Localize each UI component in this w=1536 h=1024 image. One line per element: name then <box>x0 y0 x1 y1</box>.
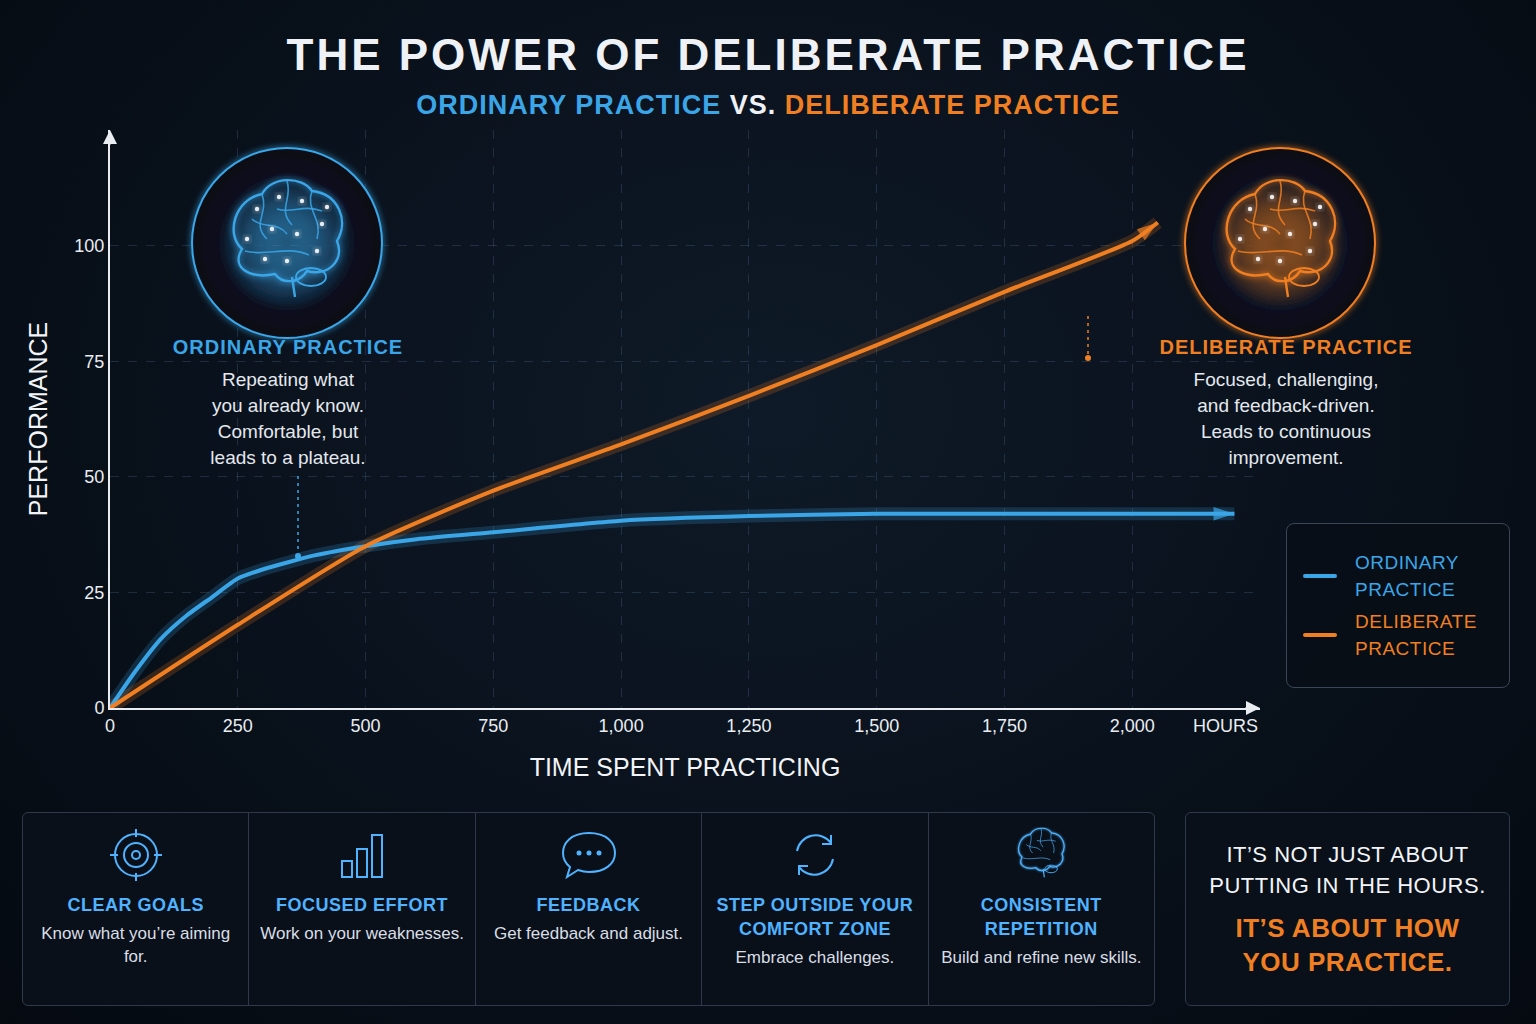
html-text:leads to a plateau.: leads to a plateau. <box>210 447 366 468</box>
html-text:IT’S NOT JUST ABOUT PUTTING IN: IT’S NOT JUST ABOUT PUTTING IN THE HOURS… <box>1209 842 1486 898</box>
svg-text:25: 25 <box>84 583 104 603</box>
html-text:Get feedback and adjust.: Get feedback and adjust. <box>494 924 683 943</box>
html-text:Leads to continuous: Leads to continuous <box>1201 421 1371 442</box>
svg-text:0: 0 <box>105 716 115 736</box>
svg-text:250: 250 <box>223 716 253 736</box>
html-text:ORDINARY PRACTICE VS. DELIBERA: ORDINARY PRACTICE VS. DELIBERATE PRACTIC… <box>416 90 1120 120</box>
svg-text:2,000: 2,000 <box>1110 716 1155 736</box>
html-text:Comfortable, but: Comfortable, but <box>217 421 359 442</box>
svg-text:50: 50 <box>84 467 104 487</box>
svg-text:1,750: 1,750 <box>982 716 1027 736</box>
svg-text:750: 750 <box>478 716 508 736</box>
svg-text:500: 500 <box>351 716 381 736</box>
svg-text:1,000: 1,000 <box>599 716 644 736</box>
svg-text:0: 0 <box>94 698 104 718</box>
html-text:Build and refine new skills.: Build and refine new skills. <box>941 948 1142 967</box>
html-text:STEP OUTSIDE YOUR COMFORT ZONE: STEP OUTSIDE YOUR COMFORT ZONE <box>716 895 914 939</box>
svg-text:100: 100 <box>74 236 104 256</box>
svg-text:1,250: 1,250 <box>726 716 771 736</box>
html-text:CONSISTENT REPETITION: CONSISTENT REPETITION <box>980 895 1102 939</box>
svg-text:75: 75 <box>84 352 104 372</box>
html-text:you already know.: you already know. <box>212 395 364 416</box>
html-text:Know what you’re aiming for.: Know what you’re aiming for. <box>41 924 231 966</box>
svg-text:PERFORMANCE: PERFORMANCE <box>24 322 52 516</box>
svg-text:HOURS: HOURS <box>1193 716 1258 736</box>
html-text:DELIBERATE PRACTICE: DELIBERATE PRACTICE <box>1159 336 1413 358</box>
html-text:DELIBERATE PRACTICE: DELIBERATE PRACTICE <box>1355 611 1477 660</box>
html-text:improvement.: improvement. <box>1228 447 1344 468</box>
html-text:Focused, challenging,: Focused, challenging, <box>1193 369 1379 390</box>
html-text:ORDINARY PRACTICE: ORDINARY PRACTICE <box>172 336 404 358</box>
html-text:and feedback-driven.: and feedback-driven. <box>1197 395 1375 416</box>
html-text:Repeating what: Repeating what <box>222 369 354 390</box>
html-text:FEEDBACK: FEEDBACK <box>536 895 641 915</box>
html-text:FOCUSED EFFORT: FOCUSED EFFORT <box>276 895 449 915</box>
html-text:THE POWER OF DELIBERATE PRACTI: THE POWER OF DELIBERATE PRACTICE <box>286 30 1250 79</box>
html-text:Embrace challenges.: Embrace challenges. <box>735 948 895 967</box>
html-text:CLEAR GOALS: CLEAR GOALS <box>67 895 204 915</box>
svg-text:TIME SPENT PRACTICING: TIME SPENT PRACTICING <box>530 753 841 781</box>
html-text:Work on your weaknesses.: Work on your weaknesses. <box>260 924 464 943</box>
svg-text:1,500: 1,500 <box>854 716 899 736</box>
html-text:ORDINARY PRACTICE: ORDINARY PRACTICE <box>1355 551 1459 600</box>
html-text:IT’S ABOUT HOW YOU PRACTICE.: IT’S ABOUT HOW YOU PRACTICE. <box>1235 913 1460 977</box>
